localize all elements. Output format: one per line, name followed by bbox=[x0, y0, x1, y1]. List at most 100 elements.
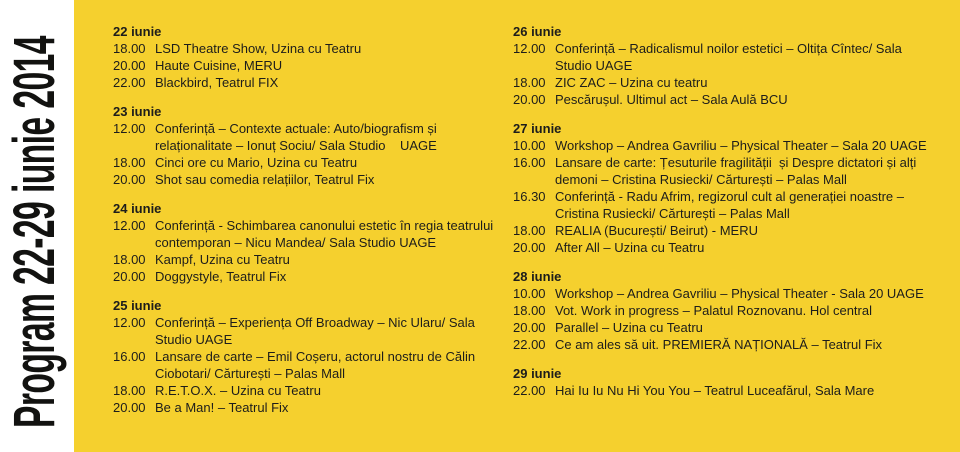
poster-title: Program 22-29 iunie 2014 bbox=[2, 36, 67, 428]
event-time: 16.30 bbox=[513, 189, 546, 204]
event-row: 18.00 Kampf, Uzina cu Teatru bbox=[113, 251, 503, 268]
event-row: 20.00 Shot sau comedia relațiilor, Teatru… bbox=[113, 171, 503, 188]
event-time: 18.00 bbox=[113, 41, 146, 56]
event-time: 18.00 bbox=[513, 75, 546, 90]
day-date-header: 28 iunie bbox=[513, 269, 562, 284]
event-time: 18.00 bbox=[113, 383, 146, 398]
event-description: R.E.T.O.X. – Uzina cu Teatru bbox=[155, 383, 321, 398]
event-row: 12.00 Conferință - Schimbarea canonului e… bbox=[113, 217, 503, 251]
event-time: 18.00 bbox=[513, 223, 546, 238]
event-time: 10.00 bbox=[513, 286, 546, 301]
schedule-column-right: 26 iunie 12.00 Conferință – Radicalismul n… bbox=[513, 23, 941, 411]
yellow-background-panel bbox=[74, 0, 960, 452]
event-row: 18.00 R.E.T.O.X. – Uzina cu Teatru bbox=[113, 382, 503, 399]
event-description: Conferință - Radu Afrim, regizorul cult … bbox=[555, 189, 905, 221]
event-row: 18.00 REALIA (București/ Beirut) - MERU bbox=[513, 222, 941, 239]
event-row: 20.00 After All – Uzina cu Teatru bbox=[513, 239, 941, 256]
event-description: Ce am ales să uit. PREMIERĂ NAȚIONALĂ – … bbox=[555, 337, 883, 352]
event-time: 20.00 bbox=[113, 269, 146, 284]
event-description: Conferință – Contexte actuale: Auto/biog… bbox=[155, 121, 437, 153]
vertical-title-strip: Program 22-29 iunie 2014 bbox=[2, 8, 68, 452]
event-time: 20.00 bbox=[513, 240, 546, 255]
day-block: 29 iunie 22.00 Hai Iu Iu Nu Hi You You – T… bbox=[513, 365, 941, 399]
event-row: 10.00 Workshop – Andrea Gavriliu – Physic… bbox=[513, 137, 941, 154]
event-description: LSD Theatre Show, Uzina cu Teatru bbox=[155, 41, 362, 56]
event-row: 12.00 Conferință – Experiența Off Broadwa… bbox=[113, 314, 503, 348]
event-row: 22.00 Blackbird, Teatrul FIX bbox=[113, 74, 503, 91]
day-date-header: 27 iunie bbox=[513, 121, 562, 136]
event-description: Workshop – Andrea Gavriliu – Physical Th… bbox=[555, 286, 924, 301]
event-row: 18.00 LSD Theatre Show, Uzina cu Teatru bbox=[113, 40, 503, 57]
day-block: 26 iunie 12.00 Conferință – Radicalismul n… bbox=[513, 23, 941, 108]
event-row: 16.00 Lansare de carte – Emil Coșeru, act… bbox=[113, 348, 503, 382]
day-block: 23 iunie 12.00 Conferință – Contexte actua… bbox=[113, 103, 503, 188]
event-row: 20.00 Be a Man! – Teatrul Fix bbox=[113, 399, 503, 416]
event-time: 22.00 bbox=[513, 337, 546, 352]
event-description: Be a Man! – Teatrul Fix bbox=[155, 400, 289, 415]
event-time: 20.00 bbox=[513, 92, 546, 107]
event-description: ZIC ZAC – Uzina cu teatru bbox=[555, 75, 708, 90]
event-description: Kampf, Uzina cu Teatru bbox=[155, 252, 290, 267]
day-block: 27 iunie 10.00 Workshop – Andrea Gavriliu … bbox=[513, 120, 941, 256]
day-block: 24 iunie 12.00 Conferință - Schimbarea can… bbox=[113, 200, 503, 285]
event-description: Lansare de carte: Țesuturile fragilități… bbox=[555, 155, 917, 187]
event-time: 10.00 bbox=[513, 138, 546, 153]
event-description: Cinci ore cu Mario, Uzina cu Teatru bbox=[155, 155, 358, 170]
event-description: Haute Cuisine, MERU bbox=[155, 58, 283, 73]
day-date-header: 26 iunie bbox=[513, 24, 562, 39]
event-row: 16.00 Lansare de carte: Țesuturile fragil… bbox=[513, 154, 941, 188]
event-description: REALIA (București/ Beirut) - MERU bbox=[555, 223, 758, 238]
event-row: 22.00 Hai Iu Iu Nu Hi You You – Teatrul L… bbox=[513, 382, 941, 399]
event-row: 20.00 Doggystyle, Teatrul Fix bbox=[113, 268, 503, 285]
day-date-header: 23 iunie bbox=[113, 104, 162, 119]
schedule-column-left: 22 iunie 18.00 LSD Theatre Show, Uzina cu … bbox=[113, 23, 503, 428]
day-date-header: 24 iunie bbox=[113, 201, 162, 216]
event-row: 20.00 Haute Cuisine, MERU bbox=[113, 57, 503, 74]
event-description: After All – Uzina cu Teatru bbox=[555, 240, 705, 255]
day-block: 22 iunie 18.00 LSD Theatre Show, Uzina cu … bbox=[113, 23, 503, 91]
event-time: 12.00 bbox=[513, 41, 546, 56]
event-row: 20.00 Pescărușul. Ultimul act – Sala Aulă… bbox=[513, 91, 941, 108]
day-date-header: 25 iunie bbox=[113, 298, 162, 313]
event-description: Parallel – Uzina cu Teatru bbox=[555, 320, 703, 335]
event-description: Vot. Work in progress – Palatul Roznovan… bbox=[555, 303, 872, 318]
event-row: 18.00 Cinci ore cu Mario, Uzina cu Teatru bbox=[113, 154, 503, 171]
event-time: 12.00 bbox=[113, 218, 146, 233]
event-row: 12.00 Conferință – Contexte actuale: Auto… bbox=[113, 120, 503, 154]
event-time: 12.00 bbox=[113, 121, 146, 136]
event-description: Blackbird, Teatrul FIX bbox=[155, 75, 279, 90]
event-row: 20.00 Parallel – Uzina cu Teatru bbox=[513, 319, 941, 336]
event-time: 20.00 bbox=[113, 172, 146, 187]
event-description: Conferință - Schimbarea canonului esteti… bbox=[155, 218, 494, 250]
event-time: 18.00 bbox=[113, 252, 146, 267]
event-description: Hai Iu Iu Nu Hi You You – Teatrul Luceaf… bbox=[555, 383, 875, 398]
event-row: 22.00 Ce am ales să uit. PREMIERĂ NAȚIONA… bbox=[513, 336, 941, 353]
event-time: 16.00 bbox=[513, 155, 546, 170]
event-description: Shot sau comedia relațiilor, Teatrul Fix bbox=[155, 172, 375, 187]
event-description: Pescărușul. Ultimul act – Sala Aulă BCU bbox=[555, 92, 788, 107]
event-row: 16.30 Conferință - Radu Afrim, regizorul … bbox=[513, 188, 941, 222]
day-block: 28 iunie 10.00 Workshop – Andrea Gavriliu … bbox=[513, 268, 941, 353]
event-description: Conferință – Experiența Off Broadway – N… bbox=[155, 315, 475, 347]
day-date-header: 29 iunie bbox=[513, 366, 562, 381]
event-description: Conferință – Radicalismul noilor estetic… bbox=[555, 41, 902, 73]
event-time: 18.00 bbox=[113, 155, 146, 170]
day-date-header: 22 iunie bbox=[113, 24, 162, 39]
event-description: Lansare de carte – Emil Coșeru, actorul … bbox=[155, 349, 476, 381]
event-time: 22.00 bbox=[113, 75, 146, 90]
event-time: 20.00 bbox=[113, 400, 146, 415]
event-row: 18.00 Vot. Work in progress – Palatul Roz… bbox=[513, 302, 941, 319]
event-description: Workshop – Andrea Gavriliu – Physical Th… bbox=[555, 138, 927, 153]
event-row: 18.00 ZIC ZAC – Uzina cu teatru bbox=[513, 74, 941, 91]
event-description: Doggystyle, Teatrul Fix bbox=[155, 269, 287, 284]
event-time: 18.00 bbox=[513, 303, 546, 318]
event-row: 12.00 Conferință – Radicalismul noilor es… bbox=[513, 40, 941, 74]
day-block: 25 iunie 12.00 Conferință – Experiența Off… bbox=[113, 297, 503, 416]
event-time: 12.00 bbox=[113, 315, 146, 330]
event-time: 20.00 bbox=[113, 58, 146, 73]
event-time: 16.00 bbox=[113, 349, 146, 364]
event-time: 22.00 bbox=[513, 383, 546, 398]
event-row: 10.00 Workshop – Andrea Gavriliu – Physic… bbox=[513, 285, 941, 302]
event-time: 20.00 bbox=[513, 320, 546, 335]
